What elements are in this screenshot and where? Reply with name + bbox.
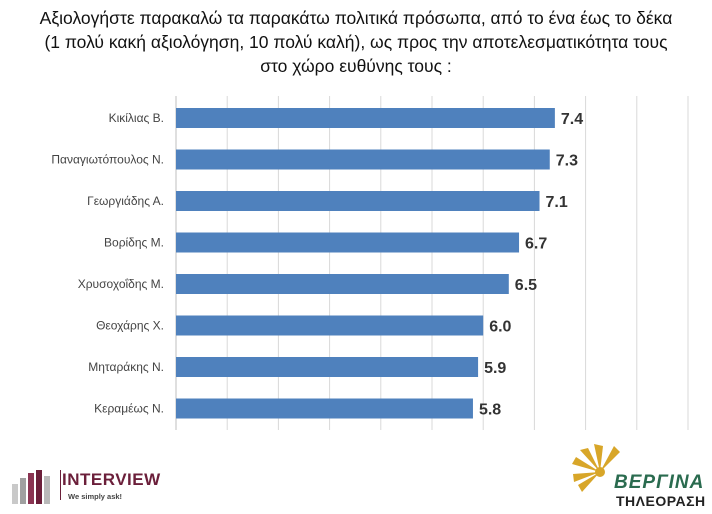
interview-tagline: We simply ask! [68, 492, 123, 501]
bars [176, 108, 555, 419]
category-label: Κεραμέως Ν. [94, 402, 164, 416]
bar [176, 357, 479, 377]
value-label: 5.8 [479, 402, 501, 419]
interview-bars-icon [12, 470, 50, 504]
category-label: Παναγιωτόπουλος Ν. [51, 153, 164, 167]
bar [176, 315, 484, 336]
bar [176, 232, 520, 253]
vergina-logo: ΒΕΡΓΙΝΑ ΤΗΛΕΟΡΑΣΗ [570, 440, 710, 512]
title-line-2: (1 πολύ κακή αξιολόγηση, 10 πολύ καλή), … [44, 32, 668, 52]
bar [176, 398, 473, 419]
interview-name: INTERVIEW [62, 470, 161, 489]
bar [176, 108, 555, 128]
chart-title: Αξιολογήστε παρακαλώ τα παρακάτω πολιτικ… [0, 6, 712, 78]
vergina-name: ΒΕΡΓΙΝΑ [614, 472, 705, 493]
category-label: Μηταράκης Ν. [88, 360, 164, 374]
grid-lines [175, 96, 689, 430]
value-label: 7.4 [561, 111, 583, 128]
category-label: Χρυσοχοΐδης Μ. [78, 277, 164, 291]
value-labels: 7.4 7.3 7.1 6.7 6.5 6.0 5.9 5.8 [479, 111, 583, 419]
bar [176, 274, 509, 294]
bar [176, 191, 540, 211]
category-label: Κικίλιας Β. [109, 111, 164, 125]
title-line-1: Αξιολογήστε παρακαλώ τα παρακάτω πολιτικ… [39, 8, 673, 28]
category-label: Θεοχάρης Χ. [96, 319, 164, 333]
value-label: 6.0 [489, 319, 511, 336]
title-line-3: στο χώρο ευθύνης τους : [260, 56, 452, 76]
bar [176, 149, 550, 170]
value-label: 6.7 [525, 236, 547, 253]
category-label: Γεωργιάδης Α. [87, 194, 164, 208]
value-label: 6.5 [515, 277, 537, 294]
logo-divider [60, 470, 61, 500]
category-labels: Κικίλιας Β. Παναγιωτόπουλος Ν. Γεωργιάδης … [51, 111, 164, 416]
vergina-tv: ΤΗΛΕΟΡΑΣΗ [616, 493, 706, 509]
value-label: 7.3 [556, 153, 578, 170]
value-label: 7.1 [546, 194, 568, 211]
interview-logo: INTERVIEW We simply ask! [10, 468, 180, 504]
value-label: 5.9 [484, 360, 506, 377]
vergina-sun-icon [572, 444, 620, 492]
category-label: Βορίδης Μ. [104, 236, 164, 250]
